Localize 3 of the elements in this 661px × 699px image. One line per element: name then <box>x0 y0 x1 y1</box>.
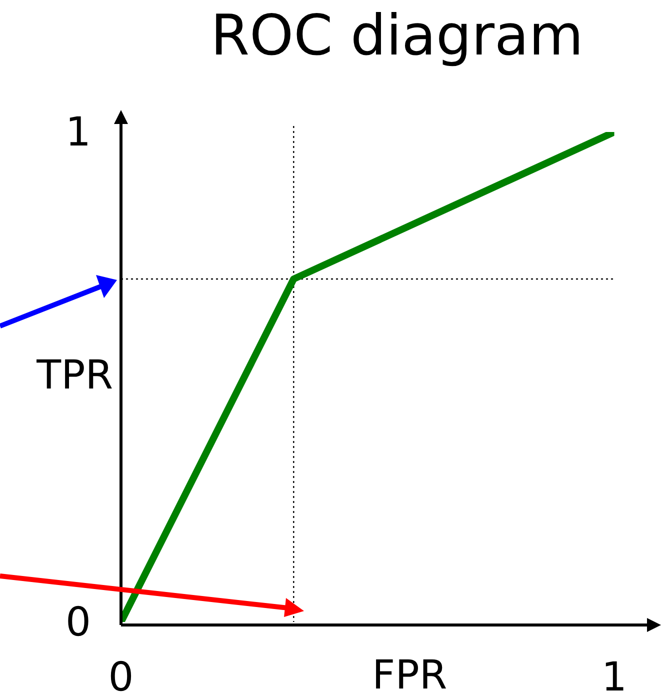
y-axis-title: TPR <box>36 352 113 398</box>
chart-title: ROC diagram <box>210 4 584 69</box>
x-axis-title: FPR <box>372 652 448 698</box>
